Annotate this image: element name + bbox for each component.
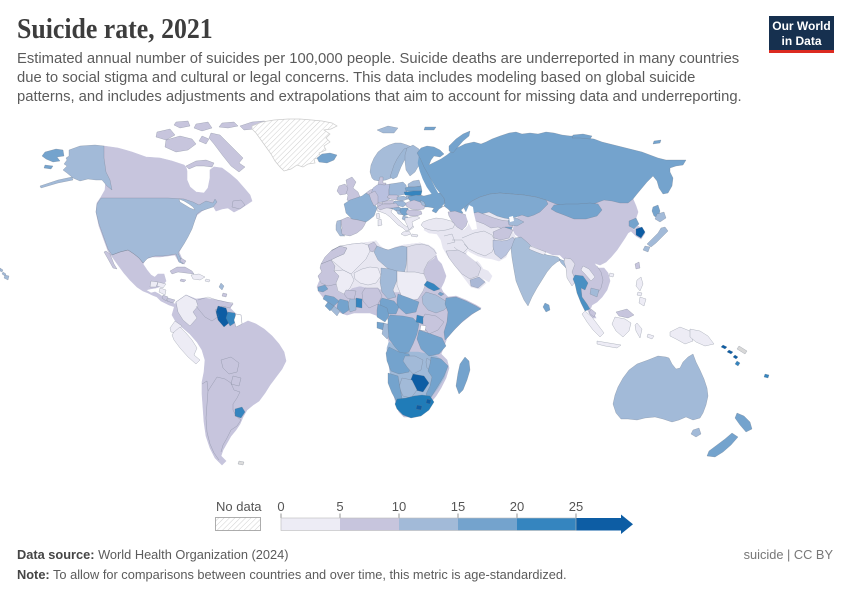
svg-text:15: 15 <box>451 499 465 514</box>
svg-text:10: 10 <box>392 499 406 514</box>
svg-text:0: 0 <box>277 499 284 514</box>
svg-text:20: 20 <box>510 499 524 514</box>
svg-text:No data: No data <box>216 499 262 514</box>
svg-text:25: 25 <box>569 499 583 514</box>
svg-text:5: 5 <box>336 499 343 514</box>
